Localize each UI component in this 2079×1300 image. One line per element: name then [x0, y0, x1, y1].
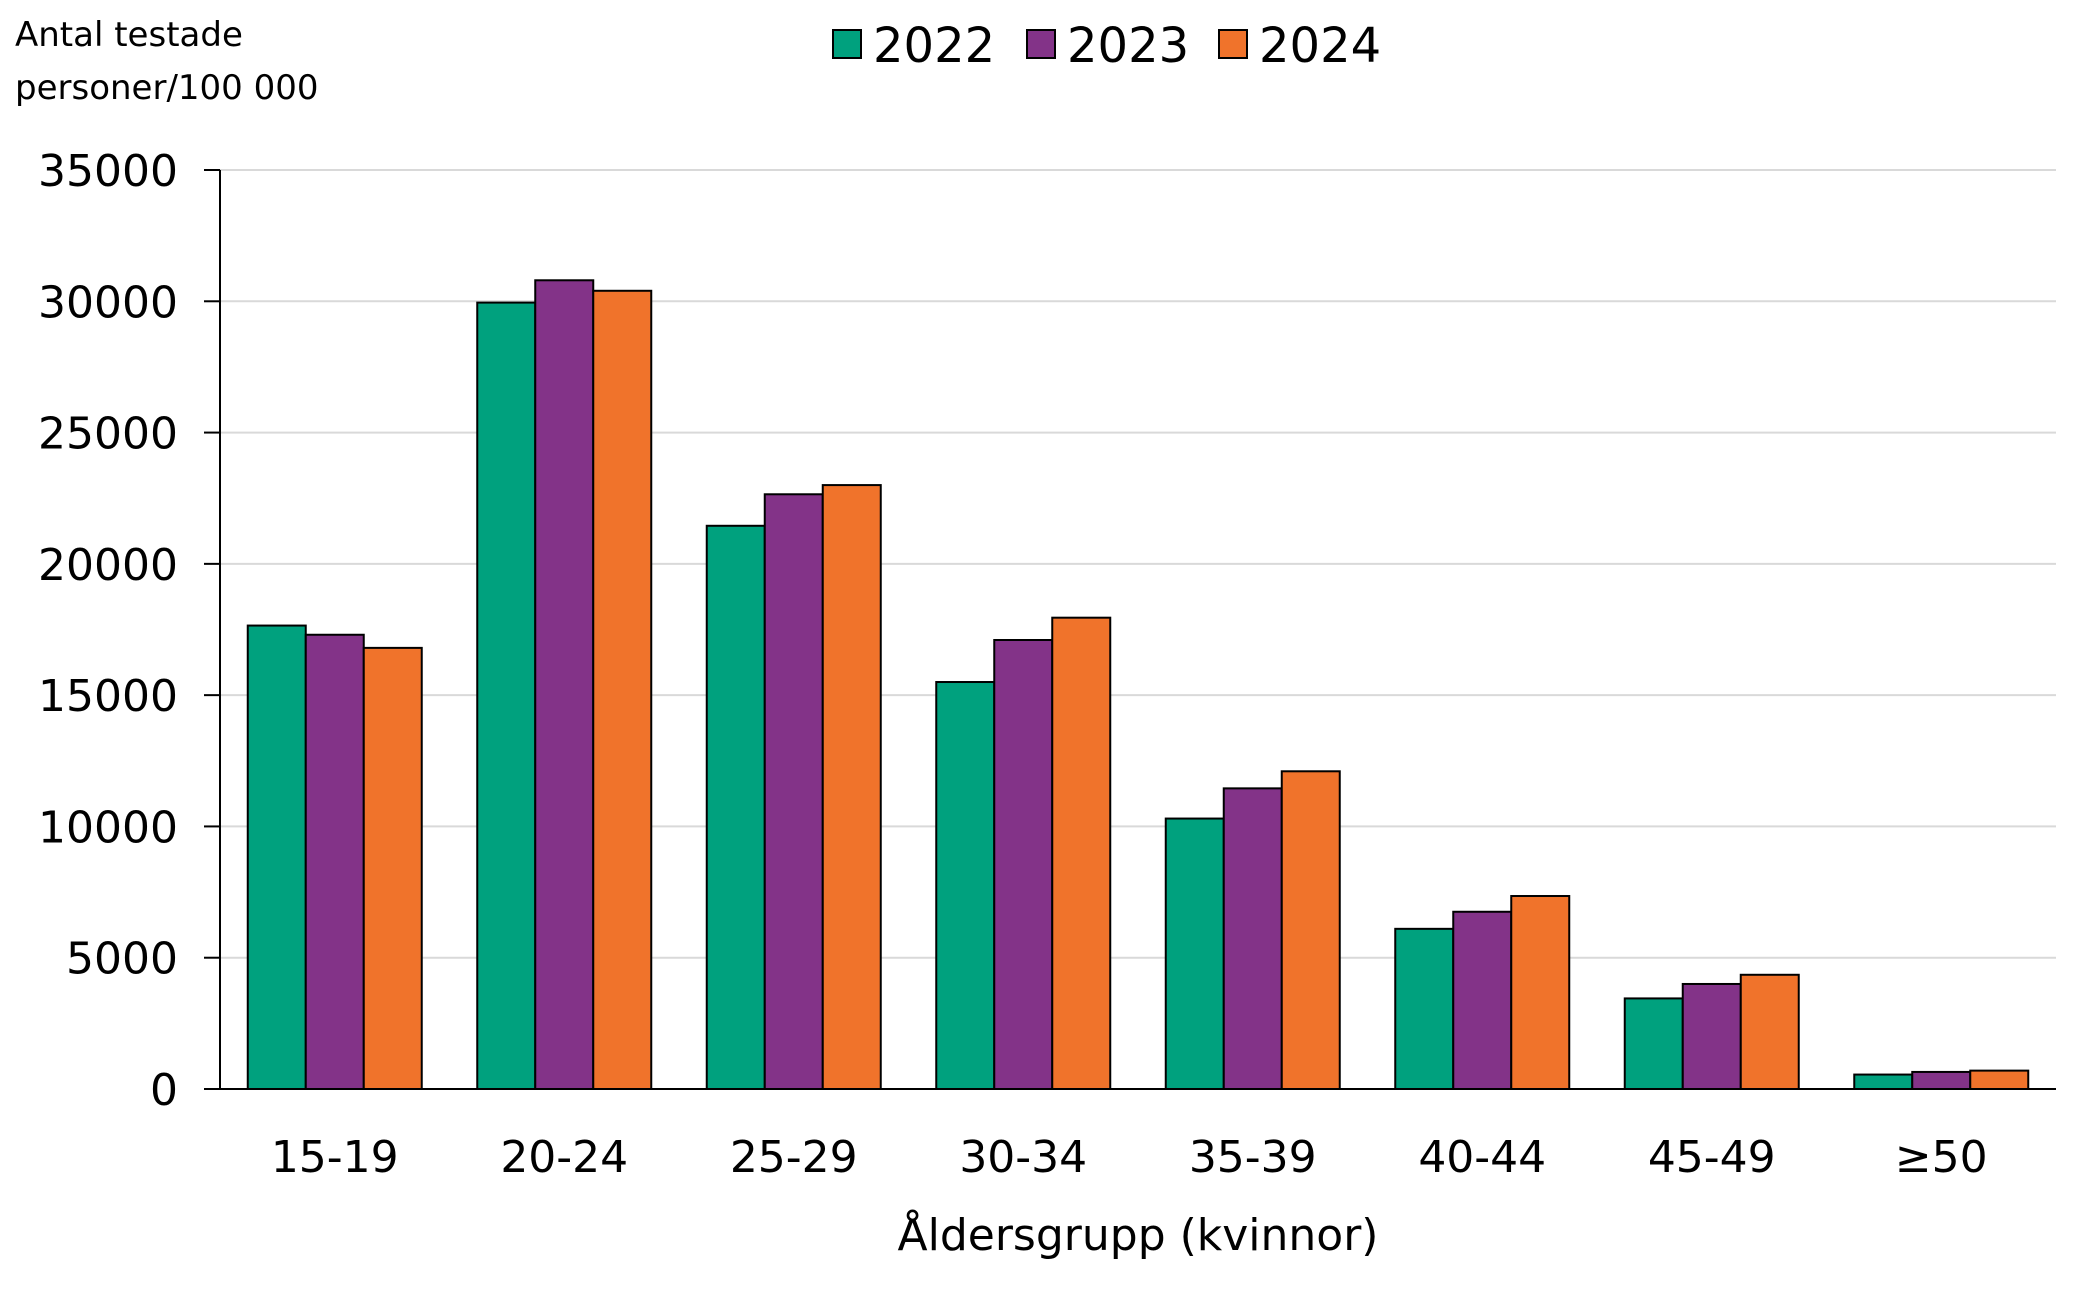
x-tick-label: 25-29 [730, 1132, 858, 1183]
bar-2022-20-24 [476, 301, 537, 1090]
bar-2024-40-44 [1510, 895, 1571, 1091]
x-tick-label: 35-39 [1189, 1132, 1317, 1183]
y-tick-labels: 0 5000 10000 15000 20000 25000 30000 35000 [38, 146, 178, 1116]
legend-swatch-2024 [1218, 29, 1248, 59]
y-axis-title: Antal testade personer/100 000 [15, 15, 319, 108]
bar-2024-30-34 [1051, 616, 1112, 1090]
y-tick-label: 35000 [38, 146, 178, 197]
bars [246, 279, 2030, 1091]
x-tick-label: 20-24 [500, 1132, 628, 1183]
y-tick-label: 15000 [38, 671, 178, 722]
bar-2024-20-24 [592, 289, 653, 1091]
x-tick-label: 45-49 [1648, 1132, 1776, 1183]
bar-2022-15-19 [246, 624, 307, 1090]
legend-label-2023: 2023 [1067, 18, 1189, 74]
legend: 2022 2023 2024 [832, 18, 1381, 74]
bar-2023-45-49 [1681, 982, 1742, 1091]
x-tick-label: 30-34 [959, 1132, 1087, 1183]
bar-2022-35-39 [1164, 817, 1225, 1091]
y-tick-label: 25000 [38, 409, 178, 460]
bar-2024-≥50 [1969, 1069, 2030, 1090]
legend-label-2022: 2022 [873, 18, 995, 74]
bar-2024-35-39 [1280, 770, 1341, 1090]
bar-2024-45-49 [1739, 973, 1800, 1091]
axes [204, 169, 2056, 1090]
bar-2023-35-39 [1222, 787, 1283, 1090]
y-tick-label: 0 [150, 1065, 178, 1116]
y-axis-title-line-2: personer/100 000 [15, 68, 319, 108]
y-tick-label: 20000 [38, 540, 178, 591]
x-tick-label: ≥50 [1895, 1132, 1988, 1183]
y-tick-label: 10000 [38, 802, 178, 853]
legend-label-2024: 2024 [1259, 18, 1381, 74]
bar-2024-25-29 [821, 484, 882, 1091]
x-tick-label: 15-19 [271, 1132, 399, 1183]
bar-2022-40-44 [1394, 927, 1455, 1090]
y-tick-label: 5000 [66, 934, 178, 985]
bar-2022-30-34 [935, 681, 996, 1090]
bar-2023-20-24 [534, 279, 595, 1090]
y-tick-label: 30000 [38, 277, 178, 328]
bar-2023-25-29 [763, 493, 824, 1091]
x-tick-labels: 15-19 20-24 25-29 30-34 35-39 40-44 45-49 ≥50 [271, 1132, 1988, 1183]
x-axis-title: Åldersgrupp (kvinnor) [898, 1208, 1379, 1261]
bar-2022-≥50 [1853, 1073, 1914, 1091]
bar-2023-≥50 [1911, 1070, 1972, 1091]
bar-2023-40-44 [1452, 910, 1513, 1090]
x-tick-label: 40-44 [1418, 1132, 1546, 1183]
bar-2022-45-49 [1623, 997, 1684, 1090]
bar-2022-25-29 [705, 524, 766, 1090]
y-axis-title-line-1: Antal testade [15, 15, 243, 55]
bar-2023-30-34 [993, 639, 1054, 1090]
bar-2023-15-19 [304, 633, 365, 1090]
legend-swatch-2023 [1026, 29, 1056, 59]
legend-swatch-2022 [832, 29, 862, 59]
bar-2024-15-19 [362, 646, 423, 1090]
